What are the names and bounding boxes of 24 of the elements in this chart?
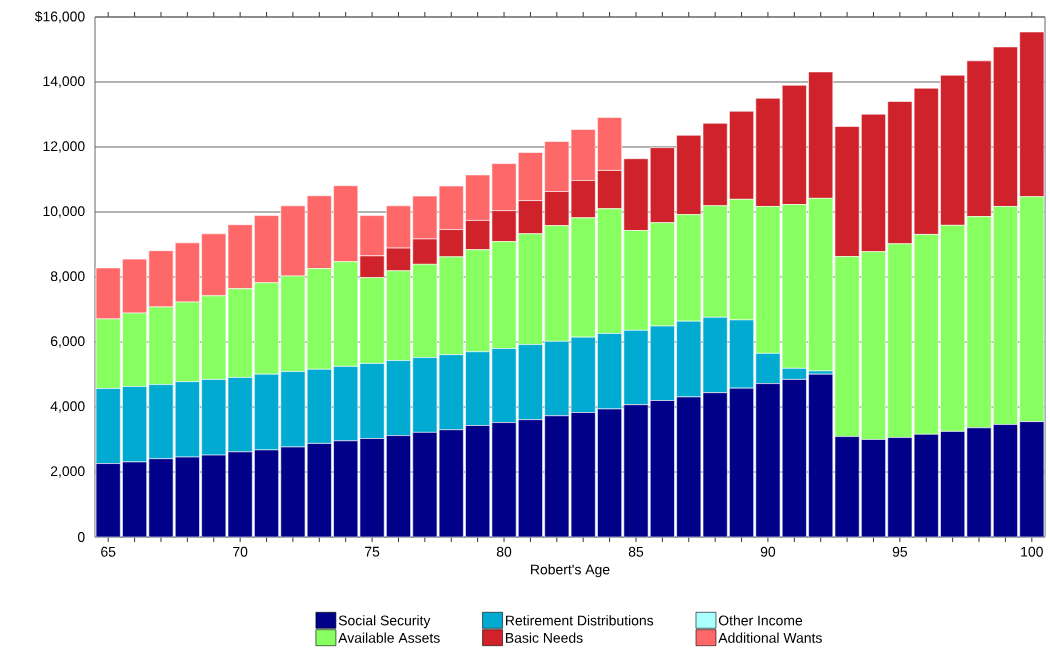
legend-label: Retirement Distributions: [506, 615, 654, 626]
legend-label: Available Assets: [338, 632, 440, 643]
x-tick-label: 100: [1021, 546, 1043, 557]
y-tick-label: 4,000: [50, 401, 85, 413]
legend-label: Social Security: [338, 615, 431, 629]
legend-label: Basic Needs: [506, 632, 583, 643]
y-tick-label: 14,000: [43, 76, 85, 88]
x-tick-label: 65: [101, 546, 116, 557]
x-tick-label: 75: [365, 546, 380, 557]
x-tick-label: 85: [628, 546, 644, 557]
y-tick-label: 12,000: [43, 141, 85, 153]
y-tick-label: 6,000: [50, 336, 85, 348]
y-tick-label: 8,000: [50, 271, 85, 283]
y-tick-label: $16,000: [34, 10, 85, 24]
x-axis-title: Robert's Age: [531, 564, 610, 578]
x-tick-label: 70: [233, 546, 248, 557]
y-tick-label: 2,000: [50, 466, 85, 478]
legend-label: Other Income: [718, 615, 803, 626]
legend-label: Additional Wants: [718, 632, 822, 643]
y-tick-label: 0: [77, 532, 85, 542]
y-tick-label: 10,000: [43, 206, 85, 218]
x-tick-label: 95: [892, 546, 908, 557]
x-tick-label: 80: [496, 546, 512, 557]
x-tick-label: 90: [760, 546, 776, 557]
